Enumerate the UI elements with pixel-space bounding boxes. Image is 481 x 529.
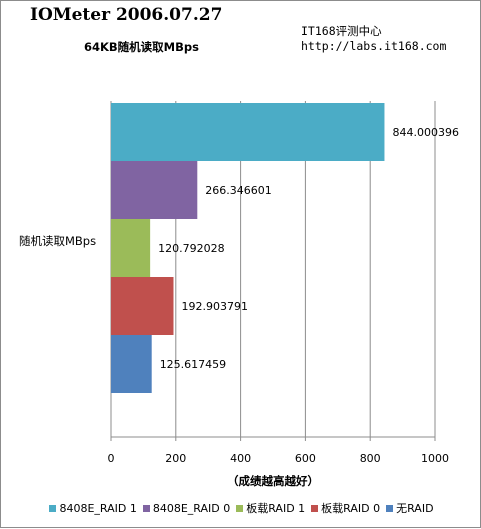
legend-swatch: [142, 504, 150, 512]
source-url: http://labs.it168.com: [301, 39, 447, 53]
legend-label: 无RAID: [396, 502, 434, 515]
bar: [111, 161, 198, 219]
x-axis-label: （成绩越高越好）: [227, 474, 319, 488]
data-label: 844.000396: [392, 126, 458, 139]
x-tick-label: 1000: [421, 452, 449, 465]
legend-swatch: [49, 504, 57, 512]
legend-swatch: [236, 504, 244, 512]
chart-subtitle: 64KB随机读取MBps: [84, 40, 199, 54]
legend-item: 板载RAID 1: [236, 500, 305, 516]
category-label: 随机读取MBps: [19, 234, 96, 248]
data-label: 125.617459: [160, 358, 226, 371]
legend-item: 无RAID: [386, 500, 434, 516]
legend-item: 8408E_RAID 0: [142, 501, 231, 515]
bar: [111, 277, 174, 335]
data-label: 192.903791: [182, 300, 248, 313]
x-tick-label: 600: [295, 452, 316, 465]
legend-label: 8408E_RAID 1: [59, 501, 137, 515]
chart-title: IOMeter 2006.07.27: [30, 5, 223, 25]
legend-label: 板载RAID 0: [321, 502, 381, 515]
legend-label: 板载RAID 1: [246, 502, 306, 515]
data-label: 120.792028: [158, 242, 224, 255]
legend-item: 8408E_RAID 1: [49, 501, 137, 515]
legend-item: 板载RAID 0: [311, 500, 380, 516]
bar: [111, 335, 152, 393]
x-tick-label: 800: [360, 452, 381, 465]
legend-swatch: [386, 504, 394, 512]
legend-label: 8408E_RAID 0: [152, 501, 231, 515]
x-tick-label: 0: [108, 452, 115, 465]
source-label: IT168评测中心: [301, 24, 382, 38]
x-tick-label: 400: [230, 452, 251, 465]
data-label: 266.346601: [205, 184, 271, 197]
bar: [111, 103, 385, 161]
legend-swatch: [311, 504, 319, 512]
chart-legend: 8408E_RAID 1 8408E_RAID 0 板载RAID 1 板载RAID 0…: [1, 500, 481, 516]
x-tick-label: 200: [165, 452, 186, 465]
bar: [111, 219, 151, 277]
